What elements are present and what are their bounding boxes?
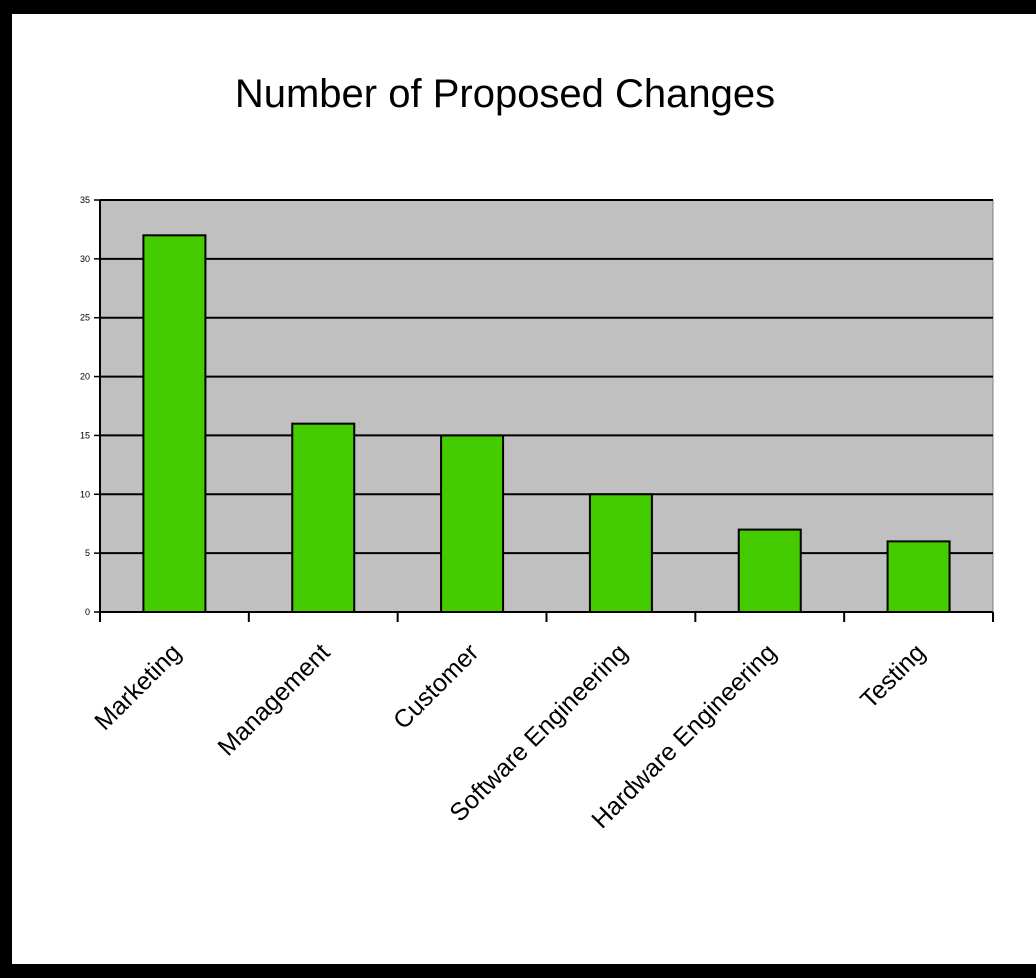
bar-hardware-engineering <box>737 528 802 613</box>
bar-software-engineering <box>588 493 653 613</box>
bar-chart: Number of Proposed Changes 0 5 10 15 20 25 30 3… <box>80 72 994 834</box>
category-label: Testing <box>855 638 931 714</box>
chart-title: Number of Proposed Changes <box>235 72 775 116</box>
bar-customer <box>440 434 505 613</box>
chart-slide: Number of Proposed Changes 0 5 10 15 20 25 30 3… <box>12 14 1036 964</box>
category-label: Marketing <box>89 638 186 735</box>
y-tick-label: 25 <box>80 313 90 323</box>
bar-marketing <box>142 234 207 613</box>
axes <box>94 199 994 622</box>
y-tick-label: 10 <box>80 489 90 499</box>
y-tick-label: 15 <box>80 430 90 440</box>
y-tick-label: 30 <box>80 254 90 264</box>
bar-management <box>291 422 356 613</box>
category-label: Management <box>213 638 336 761</box>
y-tick-label: 20 <box>80 372 90 382</box>
gridlines <box>100 199 993 555</box>
category-label: Customer <box>388 638 484 734</box>
y-tick-label: 35 <box>80 195 90 205</box>
bar-testing <box>886 540 951 613</box>
y-tick-labels: 0 5 10 15 20 25 30 35 <box>80 195 90 617</box>
y-tick-label: 0 <box>85 607 90 617</box>
plot-area <box>99 199 994 613</box>
y-tick-label: 5 <box>85 548 90 558</box>
